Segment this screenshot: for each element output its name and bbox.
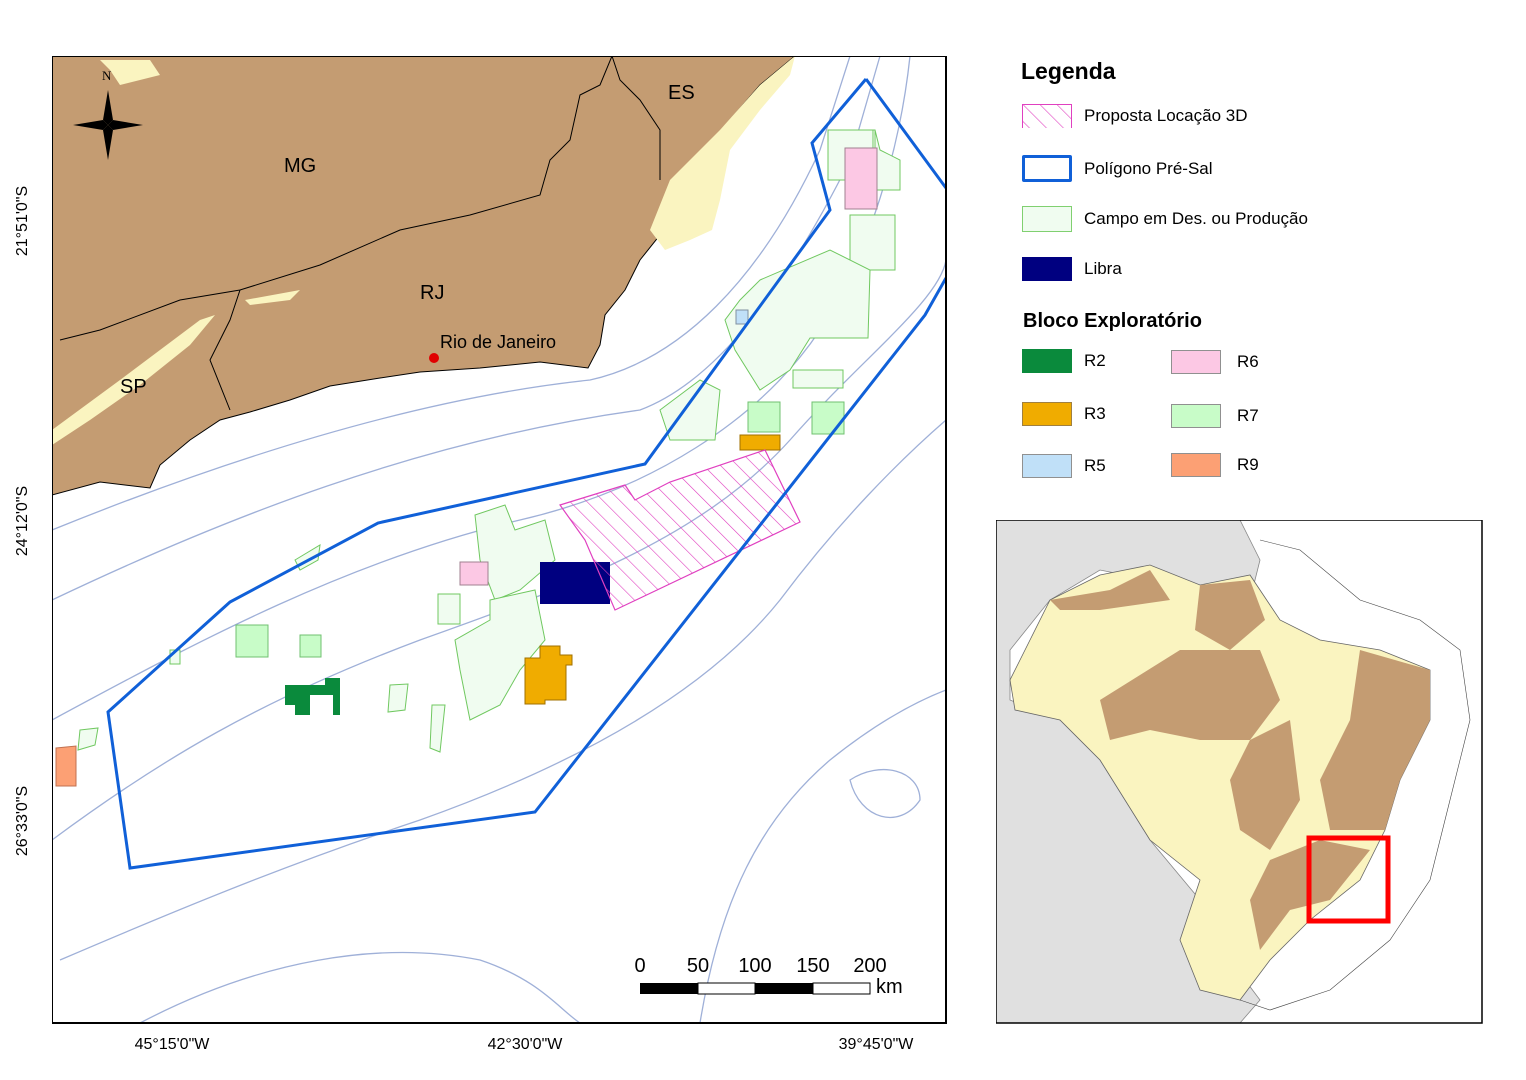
study-area-box (1306, 835, 1391, 924)
legend-block-title: Bloco Exploratório (1023, 310, 1202, 332)
north-arrow-icon (73, 90, 143, 160)
lat-label: 21°51'0"S (14, 185, 32, 257)
scale-bar (640, 982, 871, 995)
legend-item-r6: R6 (1171, 350, 1259, 374)
lon-label: 42°30'0"W (487, 1036, 563, 1053)
legend-item-r2: R2 (1022, 349, 1106, 373)
rio-de-janeiro-marker (429, 353, 439, 363)
legend-item-r5: R5 (1022, 454, 1106, 478)
legend-item-r9: R9 (1171, 453, 1259, 477)
maritime-zones (1239, 539, 1471, 1011)
scale-tick: 50 (686, 955, 710, 977)
lon-label: 39°45'0"W (838, 1036, 914, 1053)
r7-blocks (235, 401, 845, 658)
r9-block (55, 745, 77, 787)
legend-item-libra: Libra (1022, 257, 1122, 281)
label-rj: RJ (420, 282, 445, 304)
scale-tick: 150 (796, 955, 830, 977)
legend-item-r3: R3 (1022, 402, 1106, 426)
lat-label: 24°12'0"S (14, 485, 32, 557)
scale-tick: 200 (853, 955, 887, 977)
state-borders (59, 56, 661, 411)
legend-item-r7: R7 (1171, 404, 1259, 428)
legend-item-pre-sal: Polígono Pré-Sal (1022, 155, 1213, 182)
r3-block (524, 434, 781, 705)
scale-unit: km (876, 976, 903, 998)
label-rio-de-janeiro: Rio de Janeiro (440, 332, 557, 352)
r2-block (285, 678, 340, 715)
proposta-locacao-3d (559, 449, 801, 611)
main-map (52, 56, 947, 1024)
label-es: ES (668, 82, 695, 104)
label-mg: MG (284, 155, 317, 177)
poligono-pre-sal (106, 78, 947, 870)
r5-block (735, 309, 749, 325)
hatch-swatch (1022, 104, 1072, 128)
lon-label: 45°15'0"W (134, 1036, 210, 1053)
north-label: N (102, 68, 112, 83)
brazil-highlands (1050, 570, 1430, 950)
r6-blocks (459, 147, 878, 586)
legend-item-proposta: Proposta Locação 3D (1022, 104, 1248, 128)
lat-label: 26°33'0"S (14, 785, 32, 857)
highland-areas (52, 56, 795, 445)
scale-tick: 0 (634, 955, 646, 977)
inset-map-brazil (996, 520, 1483, 1024)
label-sp: SP (120, 376, 147, 398)
scale-tick: 100 (738, 955, 772, 977)
legend-item-campo: Campo em Des. ou Produção (1022, 206, 1308, 232)
legend-title: Legenda (1021, 58, 1116, 84)
